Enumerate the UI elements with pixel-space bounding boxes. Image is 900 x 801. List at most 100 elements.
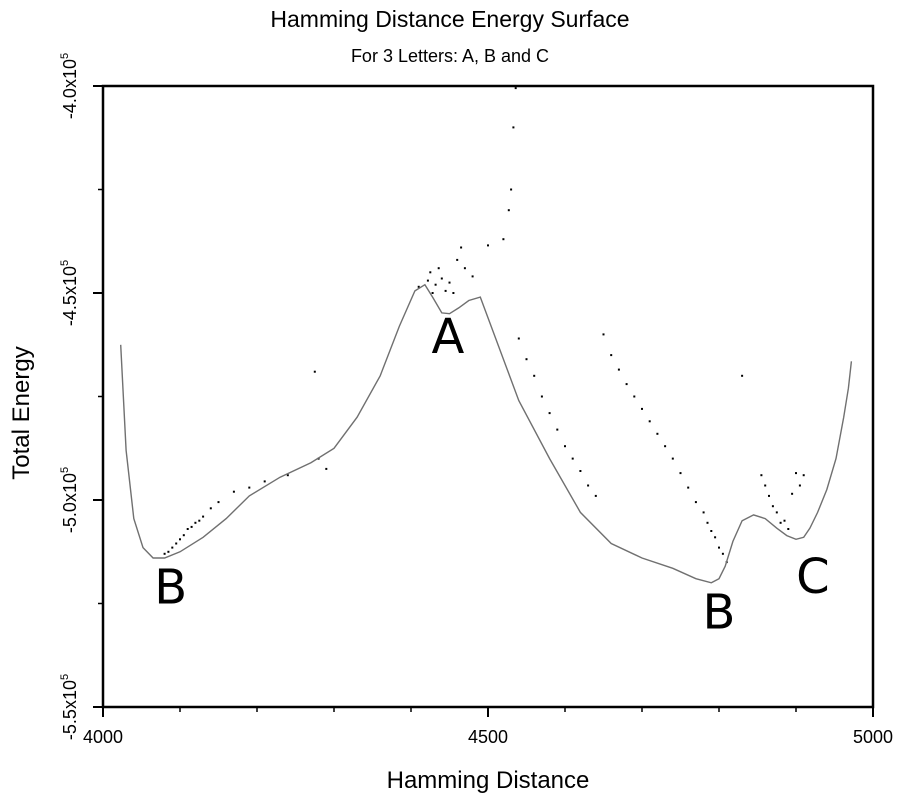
data-point bbox=[671, 457, 674, 460]
y-tick-label: -4.0x105 bbox=[59, 53, 80, 119]
data-point bbox=[452, 292, 455, 294]
data-point bbox=[571, 457, 574, 460]
data-point bbox=[664, 445, 667, 448]
y-tick-label: -5.5x105 bbox=[59, 674, 80, 740]
data-point bbox=[587, 484, 590, 487]
y-tick-label: -5.0x105 bbox=[59, 467, 80, 533]
annotation-label: B bbox=[703, 584, 736, 640]
data-point bbox=[702, 511, 705, 514]
data-point bbox=[594, 494, 597, 497]
data-point bbox=[798, 484, 801, 487]
y-tick-label: -4.5x105 bbox=[59, 260, 80, 326]
data-point bbox=[507, 209, 510, 212]
data-point bbox=[426, 279, 429, 282]
data-point bbox=[471, 275, 474, 278]
chart-subtitle: For 3 Letters: A, B and C bbox=[350, 46, 550, 66]
data-point bbox=[721, 552, 724, 555]
data-point bbox=[171, 546, 174, 549]
minor-ticks bbox=[98, 188, 797, 712]
major-ticks: 4000 4500 5000 -4.0x105 -4.5x105 -5.0x105 -5.5… bbox=[59, 53, 893, 747]
data-point bbox=[633, 395, 636, 398]
y-axis-label: Total Energy bbox=[8, 346, 35, 480]
data-point bbox=[802, 474, 805, 477]
data-point bbox=[533, 374, 536, 377]
data-point bbox=[648, 420, 651, 423]
data-point bbox=[512, 126, 515, 129]
data-point bbox=[775, 511, 778, 514]
data-point bbox=[463, 267, 466, 270]
data-point bbox=[325, 467, 328, 470]
data-point bbox=[564, 445, 566, 448]
data-point bbox=[779, 521, 782, 524]
data-point bbox=[706, 521, 709, 524]
data-point bbox=[625, 383, 628, 386]
data-point bbox=[202, 515, 205, 518]
data-point bbox=[514, 87, 517, 90]
data-point bbox=[198, 519, 201, 522]
data-point bbox=[175, 542, 178, 545]
x-tick-label: 5000 bbox=[853, 727, 893, 747]
data-point bbox=[602, 333, 605, 336]
data-point bbox=[768, 494, 770, 497]
data-point bbox=[217, 501, 220, 504]
data-point bbox=[232, 490, 235, 493]
scatter-points bbox=[163, 87, 805, 564]
annotation-label: A bbox=[432, 309, 465, 365]
x-axis-label: Hamming Distance bbox=[386, 767, 590, 794]
data-point bbox=[487, 244, 489, 247]
x-tick-label: 4000 bbox=[83, 727, 123, 747]
data-point bbox=[771, 505, 774, 508]
data-point bbox=[556, 428, 559, 431]
data-point bbox=[517, 337, 520, 340]
data-point bbox=[791, 492, 794, 495]
data-point bbox=[548, 412, 551, 415]
data-point bbox=[440, 277, 443, 280]
data-point bbox=[760, 474, 763, 477]
data-point bbox=[795, 472, 797, 475]
data-point bbox=[209, 507, 212, 510]
annotation-label: C bbox=[796, 549, 830, 605]
data-point bbox=[679, 472, 682, 475]
chart-title: Hamming Distance Energy Surface bbox=[270, 6, 630, 32]
data-point bbox=[163, 552, 166, 555]
annotation-label: B bbox=[154, 560, 187, 616]
data-point bbox=[286, 474, 289, 477]
data-point bbox=[510, 188, 513, 191]
data-point bbox=[610, 354, 613, 357]
data-point bbox=[431, 292, 434, 294]
series-line-energy-surface bbox=[120, 283, 853, 584]
data-point bbox=[783, 519, 786, 522]
data-point bbox=[313, 370, 316, 373]
plot-frame bbox=[101, 84, 875, 709]
data-point bbox=[167, 550, 170, 553]
data-point bbox=[429, 271, 432, 274]
data-point bbox=[456, 258, 459, 261]
data-point bbox=[444, 289, 447, 292]
data-point bbox=[656, 432, 659, 435]
data-point bbox=[617, 368, 620, 371]
data-point bbox=[687, 486, 690, 489]
data-point bbox=[502, 238, 505, 241]
data-point bbox=[437, 267, 440, 270]
data-point bbox=[741, 374, 744, 377]
data-point bbox=[710, 530, 713, 532]
data-point bbox=[179, 538, 181, 541]
data-point bbox=[718, 546, 720, 549]
data-point bbox=[460, 246, 463, 249]
data-point bbox=[764, 484, 767, 487]
data-point bbox=[194, 521, 197, 524]
data-point bbox=[186, 528, 189, 530]
data-point bbox=[182, 534, 185, 537]
data-point bbox=[434, 283, 437, 286]
data-point bbox=[694, 501, 697, 504]
x-tick-label: 4500 bbox=[468, 727, 508, 747]
data-point bbox=[190, 525, 193, 528]
data-point bbox=[263, 480, 266, 483]
data-point bbox=[714, 536, 717, 539]
data-point bbox=[448, 281, 451, 284]
data-point bbox=[579, 470, 582, 472]
data-point bbox=[787, 528, 790, 530]
data-point bbox=[248, 486, 251, 489]
data-point bbox=[540, 395, 543, 398]
